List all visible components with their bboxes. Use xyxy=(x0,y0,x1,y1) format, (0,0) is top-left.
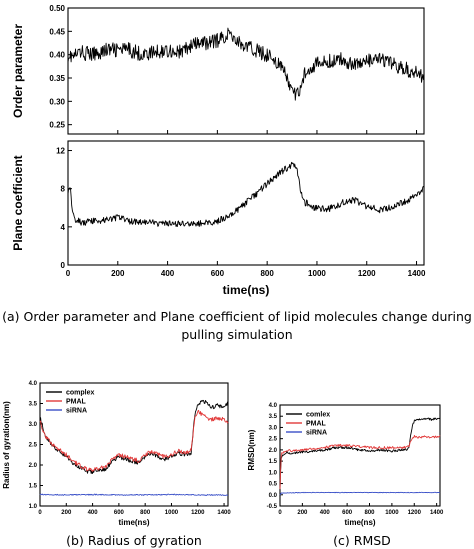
y-tick-label: 0.25 xyxy=(49,121,65,130)
y-tick-label: 2.5 xyxy=(269,437,278,443)
rmsd-plot-frame xyxy=(279,404,441,507)
x-tick-label: 400 xyxy=(320,510,331,516)
legend-label: comlex xyxy=(306,412,330,419)
plane-xlabel: time(ns) xyxy=(223,283,270,297)
y-tick-label: 0.30 xyxy=(49,97,65,106)
order-plot-frame xyxy=(67,7,425,135)
y-tick-label: -0.5 xyxy=(267,504,278,510)
rmsd-chart: -0.5 0.0 0.5 1.0 1.5 2.0 2.5 3.0 3.5 4.0 0 200 400 60… xyxy=(247,403,444,527)
series-line-pmal xyxy=(39,409,229,472)
series-line-pmal xyxy=(279,434,441,490)
rmsd-ylabel: RMSD(nm) xyxy=(247,429,256,470)
x-tick-label: 200 xyxy=(111,269,125,278)
legend-label: complex xyxy=(66,390,95,397)
rg-xlabel: time(ns) xyxy=(118,518,149,527)
x-tick-label: 400 xyxy=(161,269,175,278)
plane-ylabel: Plane coefficient xyxy=(11,155,25,250)
x-tick-label: 800 xyxy=(260,269,274,278)
y-tick-label: 2.0 xyxy=(269,448,278,454)
x-tick-label: 1200 xyxy=(408,510,422,516)
y-tick-label: 0.40 xyxy=(49,51,65,60)
series-line-plane xyxy=(67,161,425,228)
plane-coefficient-chart: 0 4 8 12 0 200 400 600 800 1000 1200 1400 Plane coe… xyxy=(11,140,426,297)
y-tick-label: 12 xyxy=(56,147,65,156)
x-tick-label: 1400 xyxy=(430,510,444,516)
y-tick-label: 8 xyxy=(61,185,66,194)
series-line-comlex xyxy=(279,417,441,490)
x-tick-label: 400 xyxy=(88,510,99,516)
y-tick-label: 0.45 xyxy=(49,27,65,36)
x-tick-label: 0 xyxy=(66,269,71,278)
series-line-order xyxy=(67,27,425,101)
y-tick-label: 2.5 xyxy=(29,443,38,449)
y-tick-label: 1.0 xyxy=(269,470,278,476)
x-tick-label: 1000 xyxy=(385,510,399,516)
y-tick-label: 3.0 xyxy=(269,425,278,431)
legend-label: PMAL xyxy=(66,399,87,406)
y-tick-label: 4.0 xyxy=(269,403,278,409)
series-line-sirna xyxy=(39,493,229,496)
caption-c: (c) RMSD xyxy=(333,533,391,548)
legend-label: siRNA xyxy=(66,408,87,415)
legend-label: siRNA xyxy=(306,430,327,437)
y-tick-label: 3.5 xyxy=(29,402,38,408)
x-tick-label: 1200 xyxy=(191,510,205,516)
y-tick-label: 1.5 xyxy=(269,459,278,465)
y-tick-label: 3.0 xyxy=(29,422,38,428)
x-tick-label: 200 xyxy=(61,510,72,516)
caption-a-line1: (a) Order parameter and Plane coefficien… xyxy=(2,309,472,324)
caption-a-line2: pulling simulation xyxy=(181,327,292,342)
x-tick-label: 600 xyxy=(342,510,353,516)
x-tick-label: 800 xyxy=(140,510,151,516)
y-tick-label: 4.0 xyxy=(29,381,38,387)
y-tick-label: 0.5 xyxy=(269,482,278,488)
x-tick-label: 1000 xyxy=(308,269,326,278)
y-tick-label: 2.0 xyxy=(29,463,38,469)
x-tick-label: 600 xyxy=(211,269,225,278)
order-ylabel: Order parameter xyxy=(11,24,25,118)
caption-b: (b) Radius of gyration xyxy=(66,533,202,548)
y-tick-label: 0.0 xyxy=(269,493,278,499)
rmsd-xlabel: time(ns) xyxy=(344,518,375,527)
rg-legend: complex PMAL siRNA xyxy=(46,390,95,415)
x-tick-label: 1400 xyxy=(217,510,231,516)
y-tick-label: 1.0 xyxy=(29,504,38,510)
y-tick-label: 4 xyxy=(61,223,66,232)
y-tick-label: 0.50 xyxy=(49,4,65,13)
order-parameter-chart: 0.25 0.30 0.35 0.40 0.45 0.50 Order parameter xyxy=(11,4,425,135)
radius-of-gyration-chart: 1.0 1.5 2.0 2.5 3.0 3.5 4.0 0 200 400 600 800 1000 12… xyxy=(2,381,231,527)
legend-label: PMAL xyxy=(306,421,327,428)
x-tick-label: 1000 xyxy=(165,510,179,516)
x-tick-label: 600 xyxy=(114,510,125,516)
y-tick-label: 0.35 xyxy=(49,74,65,83)
x-tick-label: 200 xyxy=(297,510,308,516)
rmsd-legend: comlex PMAL siRNA xyxy=(286,412,330,437)
y-tick-label: 3.5 xyxy=(269,414,278,420)
series-line-sirna xyxy=(279,491,441,496)
x-tick-label: 1400 xyxy=(408,269,426,278)
x-tick-label: 0 xyxy=(278,510,282,516)
x-tick-label: 800 xyxy=(365,510,376,516)
x-tick-label: 0 xyxy=(38,510,42,516)
y-tick-label: 1.5 xyxy=(29,484,38,490)
plane-plot-frame xyxy=(67,140,425,266)
x-tick-label: 1200 xyxy=(358,269,376,278)
y-tick-label: 0 xyxy=(61,261,66,270)
rg-ylabel: Radius of gyration(nm) xyxy=(2,401,11,489)
